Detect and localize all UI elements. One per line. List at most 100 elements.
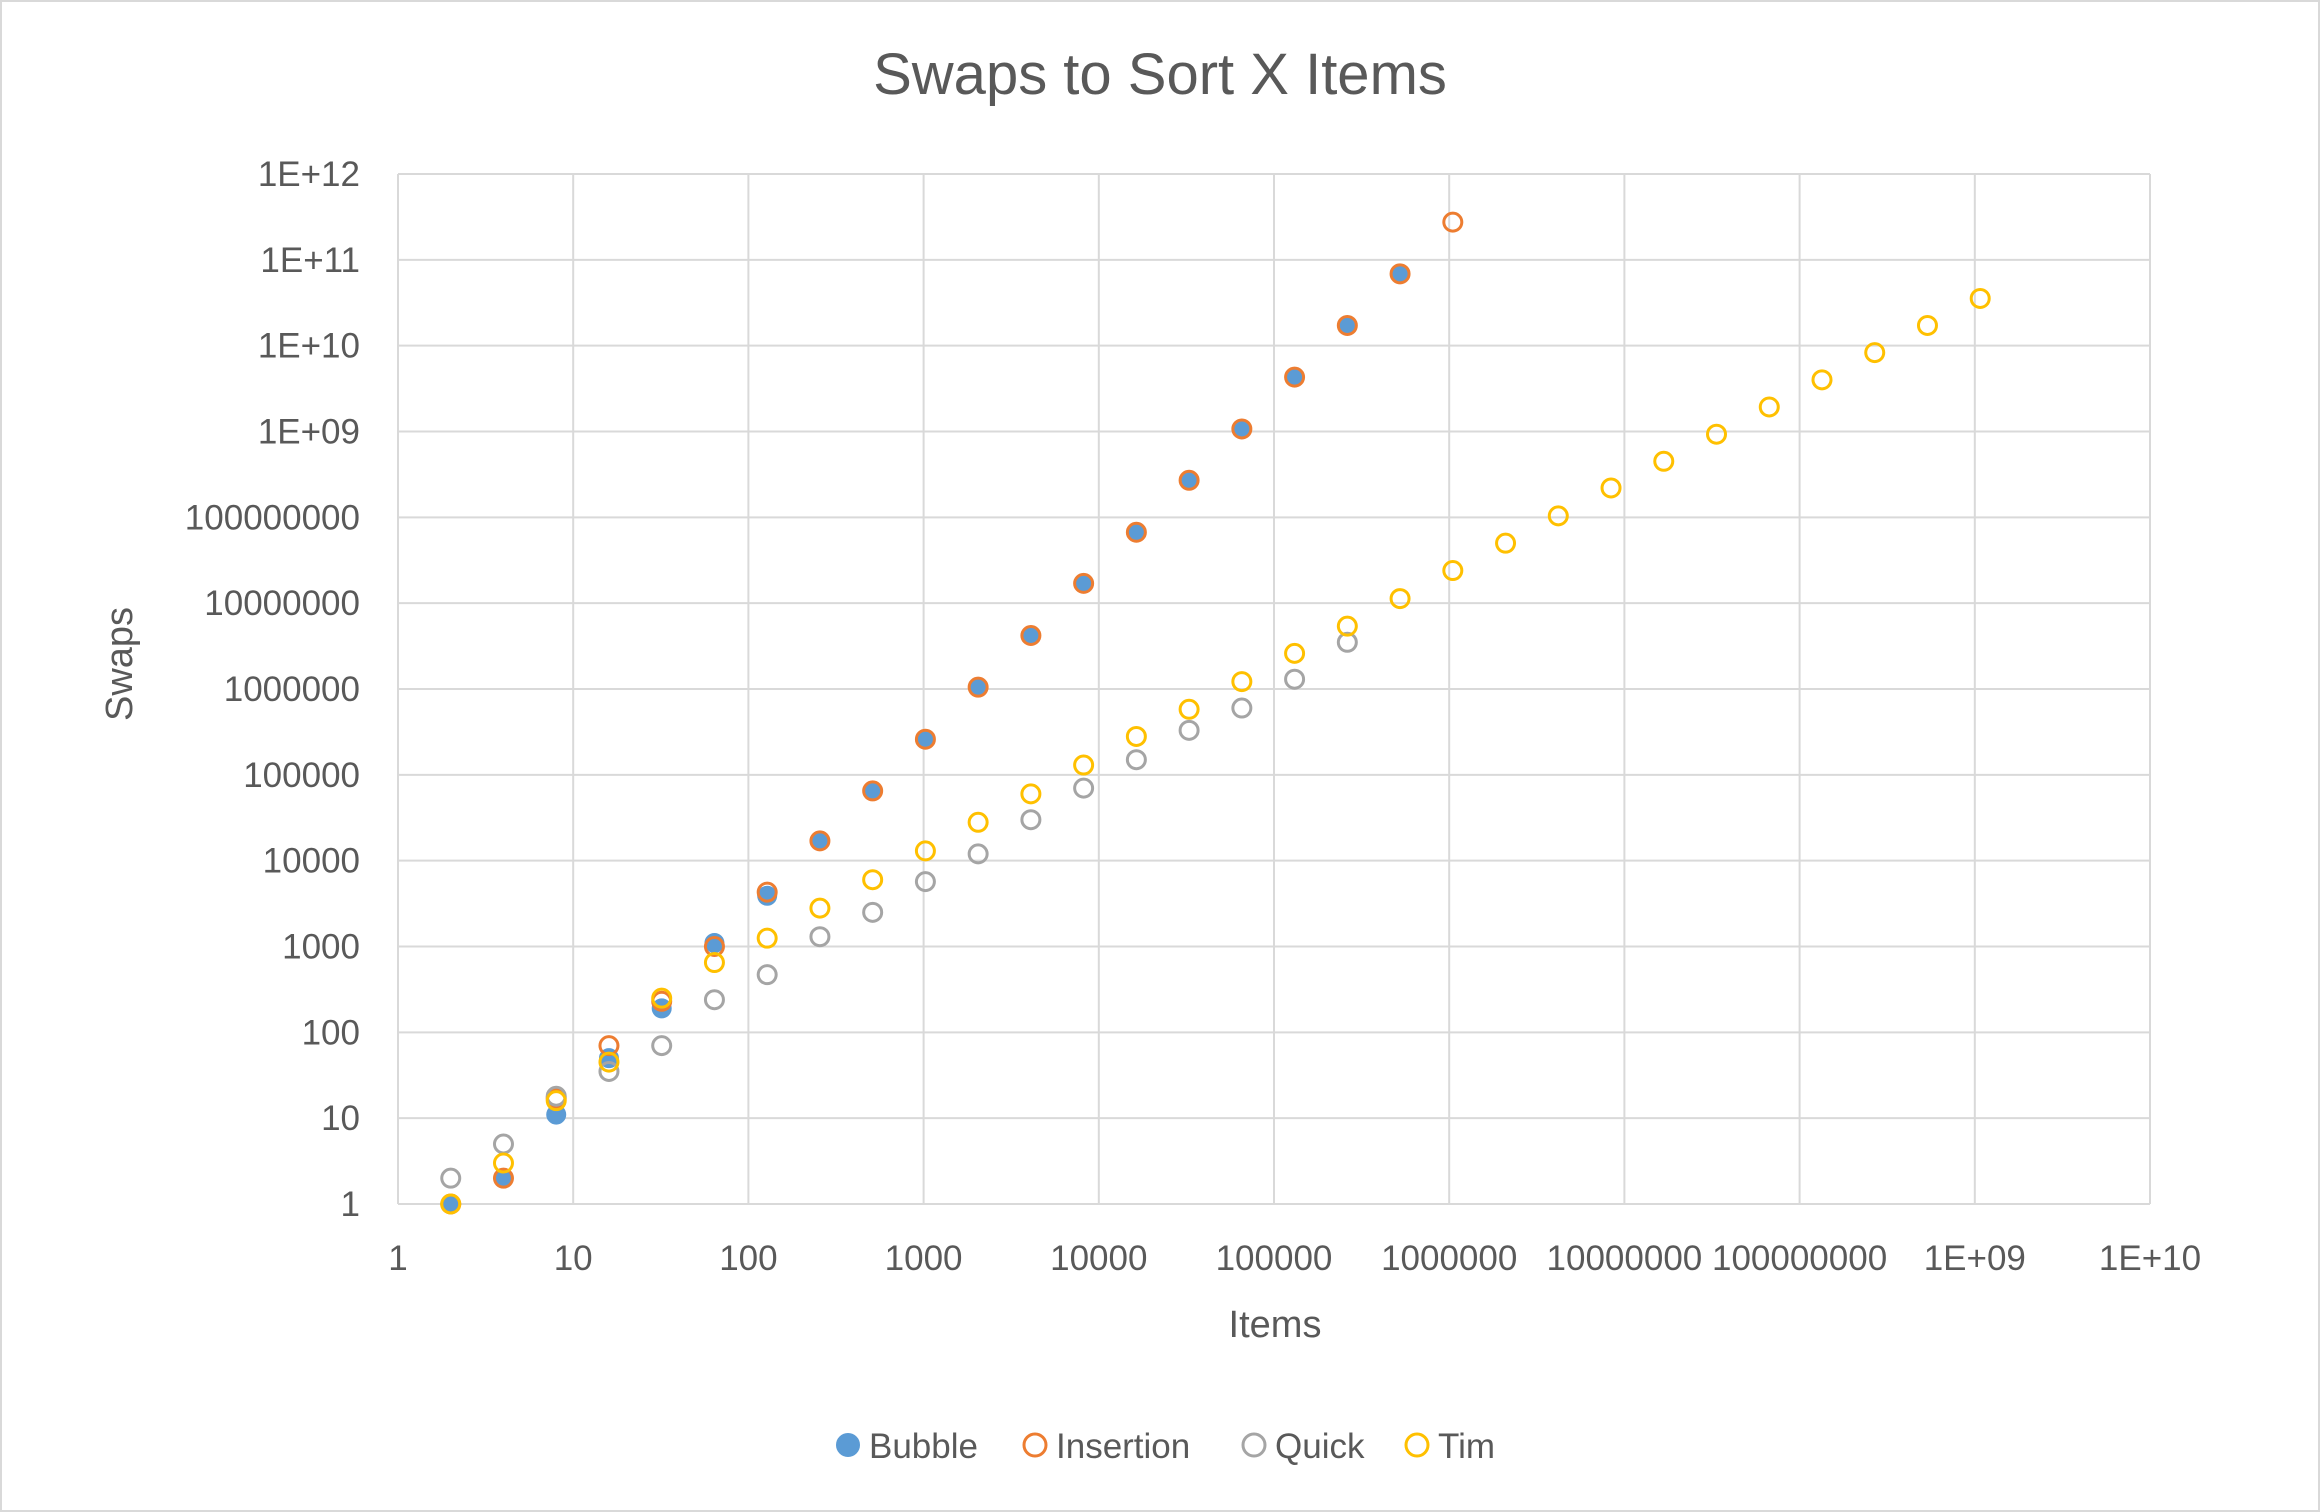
quick-point (651, 1035, 673, 1057)
y-tick-label: 1 (341, 1185, 360, 1224)
insertion-point (703, 936, 725, 957)
insertion-point (1284, 366, 1306, 388)
quick-point (1336, 631, 1358, 653)
y-tick-label: 100 (302, 1013, 360, 1052)
tim-point (1284, 642, 1306, 664)
insertion-point (756, 881, 778, 903)
y-tick-label: 1000000 (224, 670, 360, 709)
legend-label-insertion: Insertion (1056, 1427, 1190, 1466)
tim-point (1547, 505, 1569, 527)
data-points (440, 211, 1991, 1215)
tim-point (1653, 450, 1675, 472)
tim-point (967, 811, 989, 833)
quick-point (1020, 809, 1042, 831)
quick-point (1231, 697, 1253, 719)
y-axis-title: Swaps (99, 607, 141, 721)
y-tick-label: 1E+11 (260, 241, 360, 280)
quick-point (1178, 719, 1200, 741)
tim-point (756, 927, 778, 949)
legend-marker-quick (1241, 1432, 1267, 1458)
tim-point (1336, 615, 1358, 637)
x-tick-label: 1 (388, 1239, 407, 1278)
tim-point (545, 1090, 567, 1112)
x-tick-label: 100000 (1216, 1239, 1333, 1278)
x-tick-label: 10000 (1050, 1239, 1147, 1278)
tim-point (440, 1193, 462, 1215)
tim-point (1178, 698, 1200, 720)
tim-point (1864, 342, 1886, 364)
insertion-point (1442, 211, 1464, 233)
insertion-point (1389, 263, 1411, 285)
y-tick-label: 1E+10 (258, 327, 360, 366)
quick-point (862, 901, 884, 923)
quick-point (492, 1133, 514, 1155)
legend-marker-bubble (836, 1433, 860, 1457)
x-tick-label: 1000 (885, 1239, 963, 1278)
quick-point (703, 989, 725, 1011)
tim-point (598, 1051, 620, 1073)
quick-point (756, 964, 778, 986)
gridlines (397, 173, 2151, 1205)
legend: Bubble Insertion Quick Tim (836, 1427, 1495, 1466)
legend-marker-insertion (1022, 1432, 1048, 1458)
tim-point (1495, 532, 1517, 554)
x-tick-label: 10 (554, 1239, 593, 1278)
chart-title: Swaps to Sort X Items (873, 42, 1447, 107)
tim-point (651, 987, 673, 1009)
y-tick-label: 10000000 (204, 584, 360, 623)
x-tick-label: 100 (719, 1239, 777, 1278)
quick-point (598, 1060, 620, 1082)
quick-point (1125, 749, 1147, 771)
quick-point (440, 1167, 462, 1189)
tim-point (1231, 671, 1253, 693)
tim-point (809, 897, 831, 919)
tick-labels: 1 10 100 1000 10000 100000 1000000 10000000 1000… (185, 155, 2201, 1278)
x-tick-label: 1E+09 (1924, 1239, 2026, 1278)
y-tick-label: 10 (321, 1099, 360, 1138)
insertion-point (1231, 418, 1253, 440)
insertion-point (809, 830, 831, 852)
insertion-point (1125, 521, 1147, 543)
series-tim (440, 287, 1991, 1215)
quick-point (809, 926, 831, 948)
tim-point (1706, 423, 1728, 445)
tim-point (1125, 725, 1147, 747)
insertion-point (1178, 469, 1200, 491)
tim-point (1916, 314, 1938, 336)
y-tick-label: 1000 (282, 928, 360, 967)
tim-point (492, 1152, 514, 1174)
legend-label-quick: Quick (1275, 1427, 1365, 1466)
x-tick-label: 10000000 (1547, 1239, 1703, 1278)
series-bubble (440, 263, 1411, 1214)
y-tick-label: 1E+12 (258, 155, 360, 194)
legend-label-bubble: Bubble (869, 1427, 978, 1466)
tim-point (1969, 287, 1991, 309)
quick-point (967, 843, 989, 865)
tim-point (1073, 754, 1095, 776)
tim-point (1600, 477, 1622, 499)
x-tick-label: 100000000 (1712, 1239, 1887, 1278)
y-tick-label: 100000 (243, 756, 360, 795)
series-quick (440, 631, 1358, 1189)
x-tick-label: 1000000 (1381, 1239, 1517, 1278)
tim-point (1758, 396, 1780, 418)
tim-point (1020, 783, 1042, 805)
tim-point (703, 952, 725, 974)
x-axis-title: Items (1229, 1304, 1322, 1346)
quick-point (1073, 777, 1095, 799)
insertion-point (1336, 314, 1358, 336)
legend-marker-tim (1404, 1432, 1430, 1458)
tim-point (862, 869, 884, 891)
insertion-point (1020, 625, 1042, 647)
tim-point (1389, 588, 1411, 610)
insertion-point (914, 728, 936, 750)
y-tick-label: 10000 (263, 842, 360, 881)
insertion-point (598, 1035, 620, 1057)
quick-point (1284, 668, 1306, 690)
insertion-point (862, 780, 884, 802)
y-tick-label: 1E+09 (258, 413, 360, 452)
legend-label-tim: Tim (1438, 1427, 1495, 1466)
x-tick-label: 1E+10 (2099, 1239, 2201, 1278)
